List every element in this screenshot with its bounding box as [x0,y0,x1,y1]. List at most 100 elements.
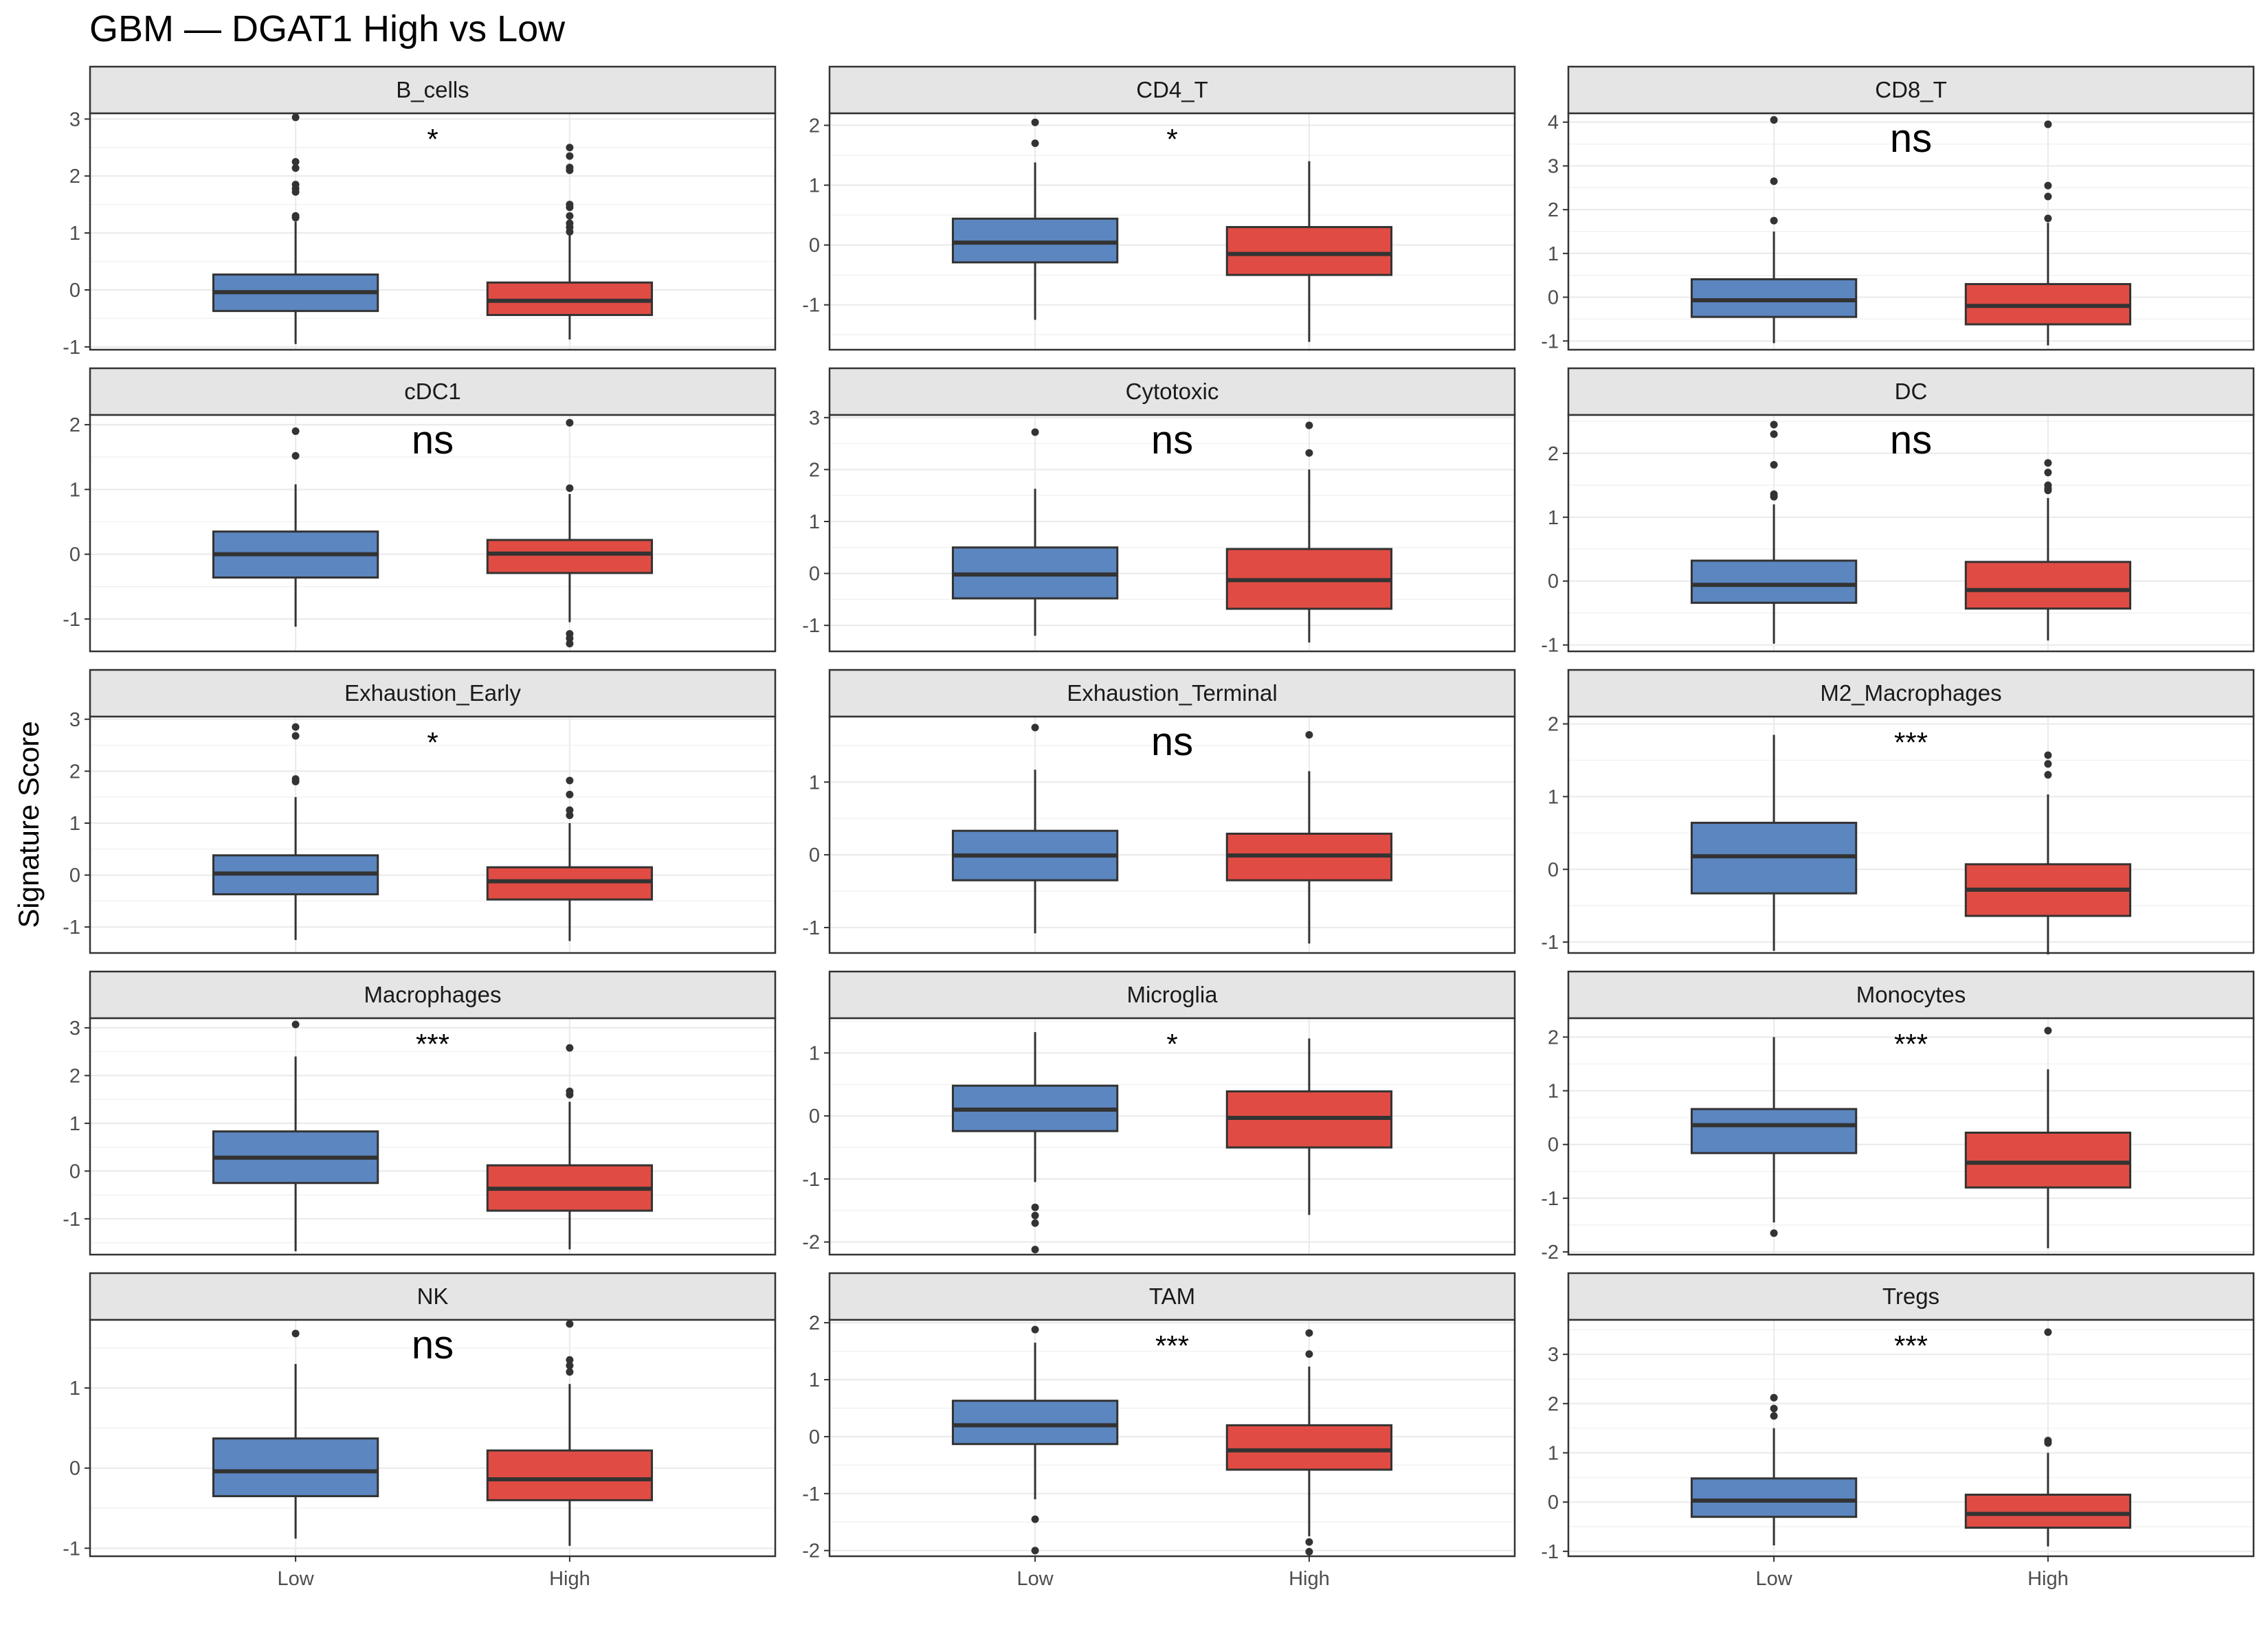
y-tick-label: 1 [69,1113,80,1135]
y-tick-label: 3 [1548,1344,1559,1366]
facet-strip [1567,669,2255,718]
box-body [1964,1132,2132,1189]
box-low [1690,1393,1858,1546]
box-body [1690,1108,1858,1154]
box-low [951,428,1119,636]
y-tick-label: -1 [63,917,80,939]
facet-panel: cDC1 -1 0 1 2 ns [63,367,777,653]
y-tick-label: 1 [69,1378,80,1400]
significance-label: * [1166,1028,1177,1060]
panel-border [89,715,777,954]
facet-strip-label: Microglia [1126,982,1218,1007]
facet-strip [828,1272,1516,1321]
y-tick-label: 3 [69,1018,80,1040]
y-tick-label: 2 [809,1312,820,1334]
box-body [1964,1493,2132,1529]
box-low [951,1325,1119,1555]
box-body [212,1437,379,1498]
significance-label: ns [412,418,454,462]
facet-panel: Monocytes -2 -1 0 1 2 *** [1541,970,2255,1264]
facet-panel: Microglia -2 -1 0 1 * [802,970,1516,1256]
y-tick-label: 0 [1548,1492,1559,1514]
outlier-point [1031,428,1039,436]
facet-strip-label: CD4_T [1136,77,1208,102]
y-tick-label: 0 [69,280,80,302]
y-tick-label: 1 [1548,1081,1559,1103]
facet-strip [89,65,777,115]
box-body [1225,1424,1393,1471]
outlier-point [1770,461,1778,469]
y-tick-label: 1 [809,175,820,197]
box-high [486,418,654,648]
outlier-point [2044,1328,2052,1336]
outlier-point [566,1356,574,1364]
panel-border [89,112,777,351]
outlier-point [1305,421,1313,429]
y-tick-label: -1 [63,1209,80,1231]
x-tick-label: High [549,1568,590,1590]
y-tick-label: 3 [1548,155,1559,177]
y-tick-label: 0 [69,1160,80,1182]
plot-background [90,1018,775,1255]
box-body [951,1400,1119,1446]
facet-strip [1567,970,2255,1020]
outlier-point [1305,1547,1313,1556]
box-low [212,113,379,344]
y-tick-label: 4 [1548,112,1559,134]
facet-panel: Exhaustion_Early -1 0 1 2 3 * [63,669,777,954]
y-tick-label: -1 [63,1538,80,1560]
panel-border [1567,414,2255,653]
y-tick-label: -1 [63,609,80,631]
x-tick-label: High [2027,1568,2069,1590]
outlier-point [1770,430,1778,438]
outlier-point [2044,181,2052,190]
outlier-point [291,212,300,220]
box-low [1690,1037,1858,1237]
panel-border [828,112,1516,351]
significance-label: *** [1155,1330,1189,1362]
y-tick-label: 0 [809,563,820,585]
panel-border [828,1017,1516,1256]
outlier-point [566,1320,574,1328]
outlier-point [1031,1246,1039,1254]
y-tick-label: 2 [1548,1393,1559,1415]
facet-strip [1567,1272,2255,1321]
panel-border [1567,1017,2255,1256]
box-body [486,539,654,574]
y-tick-label: 1 [1548,1443,1559,1465]
facet-strip-label: TAM [1149,1283,1195,1309]
box-low [1690,116,1858,344]
plot-background [1568,415,2254,651]
facet-strip [828,65,1516,115]
chart-title: GBM — DGAT1 High vs Low [89,8,566,49]
significance-label: ns [1890,418,1932,462]
plot-background [830,1018,1515,1255]
box-body [1964,561,2132,610]
facet-strip-label: Macrophages [364,982,502,1007]
panel-border [1567,715,2255,954]
significance-label: * [427,123,438,155]
outlier-point [2044,214,2052,223]
outlier-point [291,181,300,189]
y-tick-label: 0 [69,1458,80,1480]
facet-strip-label: Cytotoxic [1126,379,1219,404]
box-low [1690,734,1858,951]
significance-label: *** [1894,1330,1928,1362]
outlier-point [1770,1393,1778,1402]
outlier-point [2044,751,2052,759]
y-tick-label: 0 [809,844,820,866]
outlier-point [1770,420,1778,429]
y-tick-label: 1 [1548,507,1559,529]
outlier-point [1770,490,1778,498]
box-high [1964,459,2132,641]
box-high [1964,120,2132,346]
box-high [1225,161,1393,342]
outlier-point [2044,481,2052,489]
y-tick-label: 1 [809,772,820,794]
outlier-point [566,806,574,814]
outlier-point [566,1087,574,1095]
outlier-point [1770,216,1778,225]
x-tick-label: High [1289,1568,1330,1590]
facet-panel: CD4_T -1 0 1 2 * [802,65,1516,351]
outlier-point [1305,449,1313,457]
